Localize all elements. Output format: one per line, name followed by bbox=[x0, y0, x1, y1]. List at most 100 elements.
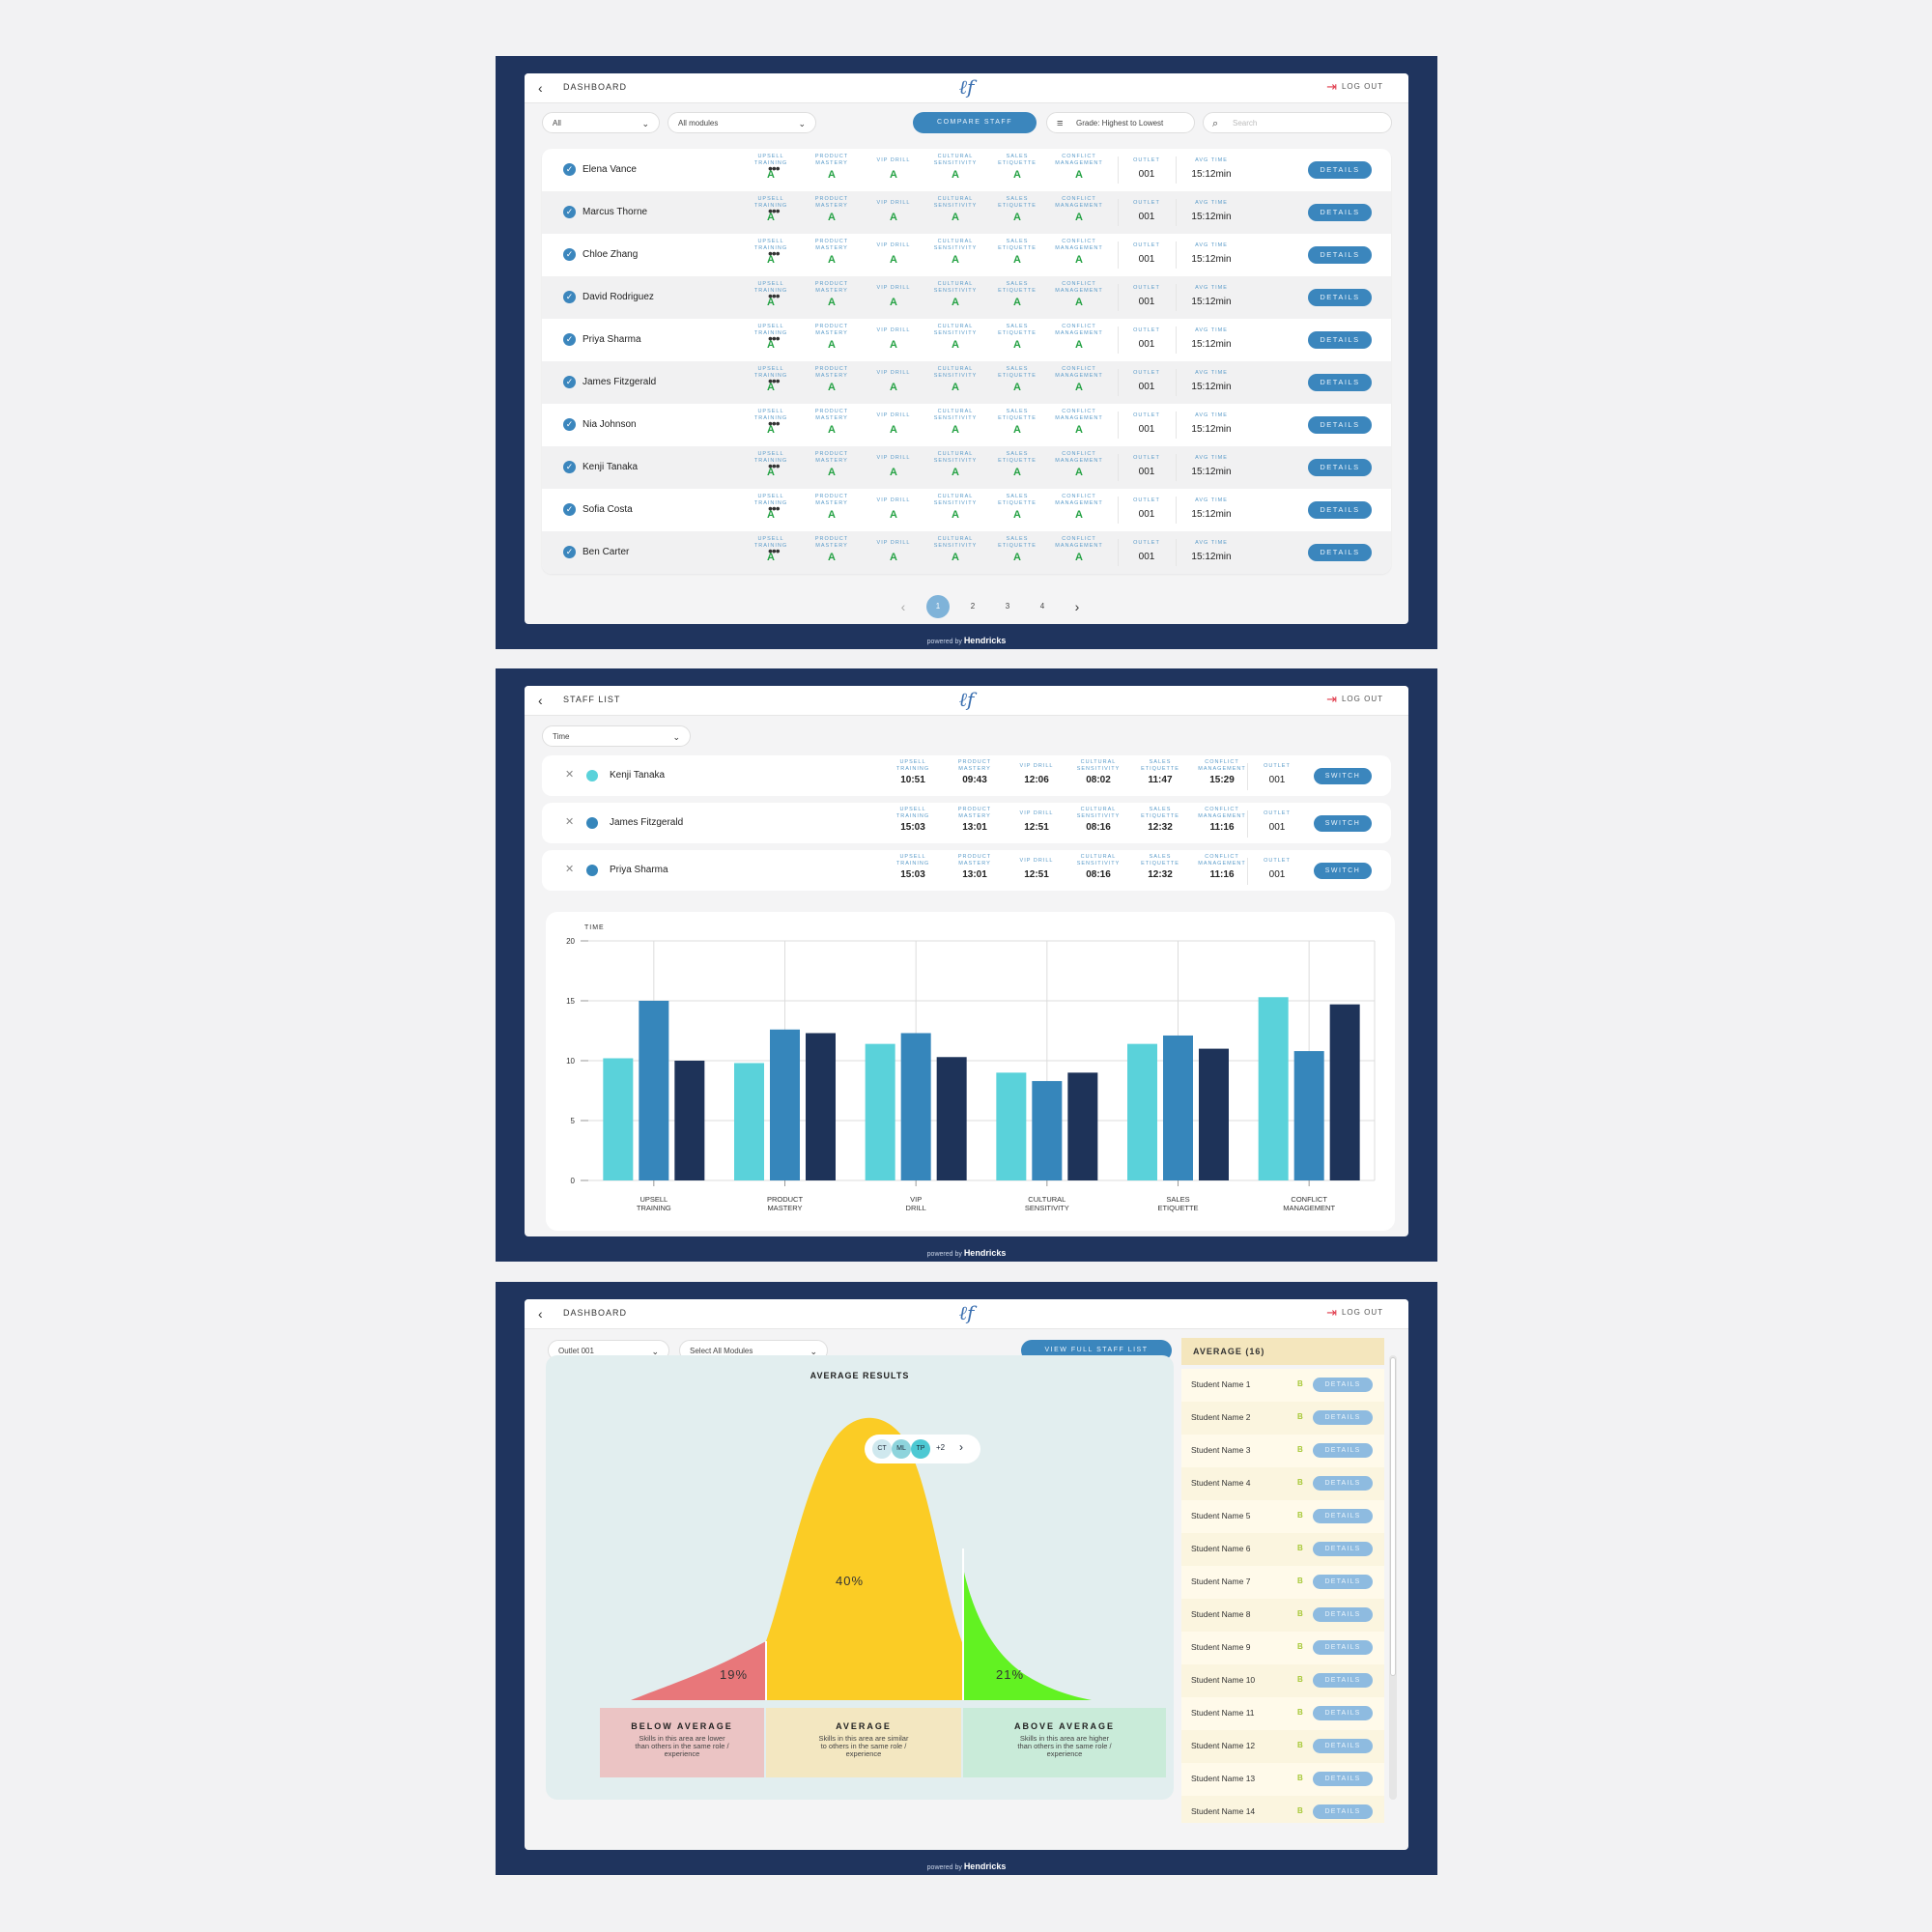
details-button[interactable]: DETAILS bbox=[1308, 161, 1372, 179]
more-options-icon[interactable]: ••• bbox=[768, 543, 781, 558]
grade-cell: SALES ETIQUETTE A bbox=[988, 535, 1046, 563]
outlet-cell: OUTLET 001 bbox=[1122, 323, 1171, 351]
back-icon[interactable]: ‹ bbox=[538, 1306, 543, 1321]
grade-value: A bbox=[1013, 254, 1021, 266]
grade-cell: CULTURAL SENSITIVITY A bbox=[926, 493, 984, 521]
details-button[interactable]: DETAILS bbox=[1313, 1509, 1373, 1523]
staff-name: Kenji Tanaka bbox=[610, 770, 666, 781]
details-button[interactable]: DETAILS bbox=[1313, 1410, 1373, 1425]
grade-cell: CONFLICT MANAGEMENT A bbox=[1050, 450, 1108, 478]
details-button[interactable]: DETAILS bbox=[1308, 331, 1372, 349]
footer: powered by Hendricks bbox=[496, 636, 1437, 645]
details-button[interactable]: DETAILS bbox=[1308, 374, 1372, 391]
logout-button[interactable]: LOG OUT bbox=[1341, 695, 1383, 703]
outlet-cell: OUTLET 001 bbox=[1122, 450, 1171, 478]
details-button[interactable]: DETAILS bbox=[1313, 1673, 1373, 1688]
details-button[interactable]: DETAILS bbox=[1308, 459, 1372, 476]
switch-button[interactable]: SWITCH bbox=[1314, 863, 1372, 879]
metric-filter[interactable]: Time ⌄ bbox=[542, 725, 691, 747]
prev-page-icon[interactable]: ‹ bbox=[900, 599, 906, 614]
details-button[interactable]: DETAILS bbox=[1313, 1739, 1373, 1753]
details-button[interactable]: DETAILS bbox=[1308, 289, 1372, 306]
details-button[interactable]: DETAILS bbox=[1313, 1640, 1373, 1655]
page-1[interactable]: 1 bbox=[926, 595, 950, 618]
remove-icon[interactable]: ✕ bbox=[565, 769, 575, 781]
details-button[interactable]: DETAILS bbox=[1313, 1542, 1373, 1556]
more-options-icon[interactable]: ••• bbox=[768, 288, 781, 303]
details-button[interactable]: DETAILS bbox=[1313, 1476, 1373, 1491]
remove-icon[interactable]: ✕ bbox=[565, 816, 575, 828]
more-options-icon[interactable]: ••• bbox=[768, 330, 781, 346]
details-button[interactable]: DETAILS bbox=[1313, 1378, 1373, 1392]
details-button[interactable]: DETAILS bbox=[1308, 246, 1372, 264]
more-options-icon[interactable]: ••• bbox=[768, 500, 781, 516]
modules-filter[interactable]: All modules ⌄ bbox=[668, 112, 816, 133]
logout-icon[interactable]: ⇥ bbox=[1326, 1305, 1337, 1320]
back-icon[interactable]: ‹ bbox=[538, 80, 543, 96]
scrollbar-thumb[interactable] bbox=[1390, 1357, 1396, 1676]
avg-time-cell: AVG TIME 15:12min bbox=[1179, 323, 1243, 351]
group-filter[interactable]: All ⌄ bbox=[542, 112, 660, 133]
avg-time-value: 15:12min bbox=[1191, 297, 1232, 307]
outlet-value: 001 bbox=[1138, 424, 1155, 435]
student-name: Student Name 11 bbox=[1191, 1708, 1255, 1718]
grade-cell: PRODUCT MASTERY A bbox=[803, 365, 861, 393]
column-header: CULTURAL SENSITIVITY bbox=[933, 366, 978, 379]
pagination: ‹ 1 2 3 4 › bbox=[892, 595, 1085, 618]
details-button[interactable]: DETAILS bbox=[1313, 1443, 1373, 1458]
avg-time-header: AVG TIME bbox=[1195, 369, 1228, 376]
avatar-group[interactable]: CT ML TP +2 › bbox=[865, 1435, 980, 1463]
chevron-right-icon[interactable]: › bbox=[959, 1440, 963, 1454]
more-options-icon[interactable]: ••• bbox=[768, 458, 781, 473]
divider bbox=[1118, 284, 1119, 311]
sort-dropdown[interactable]: ≡ Grade: Highest to Lowest bbox=[1046, 112, 1195, 133]
logout-button[interactable]: LOG OUT bbox=[1341, 82, 1383, 91]
search-field[interactable]: ⌕ Search bbox=[1203, 112, 1392, 133]
details-button[interactable]: DETAILS bbox=[1308, 544, 1372, 561]
time-value: 10:51 bbox=[900, 775, 925, 785]
compare-staff-button[interactable]: COMPARE STAFF bbox=[913, 112, 1037, 133]
switch-button[interactable]: SWITCH bbox=[1314, 768, 1372, 784]
student-grade: B bbox=[1297, 1511, 1303, 1520]
breadcrumb: STAFF LIST bbox=[563, 695, 621, 704]
verified-icon: ✓ bbox=[563, 503, 576, 516]
more-options-icon[interactable]: ••• bbox=[768, 415, 781, 431]
verified-icon: ✓ bbox=[563, 163, 576, 176]
page-3[interactable]: 3 bbox=[1005, 602, 1010, 611]
more-options-icon[interactable]: ••• bbox=[768, 203, 781, 218]
logout-icon[interactable]: ⇥ bbox=[1326, 79, 1337, 94]
details-button[interactable]: DETAILS bbox=[1313, 1607, 1373, 1622]
next-page-icon[interactable]: › bbox=[1074, 599, 1080, 614]
logout-button[interactable]: LOG OUT bbox=[1341, 1308, 1383, 1317]
details-button[interactable]: DETAILS bbox=[1308, 416, 1372, 434]
column-header: PRODUCT MASTERY bbox=[957, 759, 992, 772]
scrollbar[interactable] bbox=[1389, 1355, 1397, 1800]
details-button[interactable]: DETAILS bbox=[1308, 204, 1372, 221]
divider bbox=[1118, 369, 1119, 396]
more-options-icon[interactable]: ••• bbox=[768, 373, 781, 388]
time-cell: VIP DRILL 12:51 bbox=[1008, 806, 1065, 834]
grade-value: A bbox=[952, 552, 959, 563]
switch-button[interactable]: SWITCH bbox=[1314, 815, 1372, 832]
verified-icon: ✓ bbox=[563, 333, 576, 346]
remove-icon[interactable]: ✕ bbox=[565, 864, 575, 875]
more-options-icon[interactable]: ••• bbox=[768, 245, 781, 261]
details-button[interactable]: DETAILS bbox=[1313, 1575, 1373, 1589]
details-button[interactable]: DETAILS bbox=[1313, 1706, 1373, 1720]
logout-icon[interactable]: ⇥ bbox=[1326, 692, 1337, 706]
more-options-icon[interactable]: ••• bbox=[768, 160, 781, 176]
time-value: 15:29 bbox=[1209, 775, 1235, 785]
avatar-more: +2 bbox=[936, 1443, 946, 1452]
time-cell: VIP DRILL 12:51 bbox=[1008, 853, 1065, 881]
back-icon[interactable]: ‹ bbox=[538, 693, 543, 708]
grade-cell: UPSELL TRAINING A bbox=[742, 323, 800, 351]
details-button[interactable]: DETAILS bbox=[1313, 1772, 1373, 1786]
column-header: VIP DRILL bbox=[876, 199, 911, 206]
details-button[interactable]: DETAILS bbox=[1313, 1804, 1373, 1819]
page-2[interactable]: 2 bbox=[970, 602, 976, 611]
page-4[interactable]: 4 bbox=[1039, 602, 1045, 611]
grade-value: A bbox=[828, 339, 836, 351]
compare-row: ✕ Priya Sharma UPSELL TRAINING 15:03 PRODUCT… bbox=[542, 850, 1391, 891]
student-name: Student Name 2 bbox=[1191, 1412, 1251, 1422]
details-button[interactable]: DETAILS bbox=[1308, 501, 1372, 519]
